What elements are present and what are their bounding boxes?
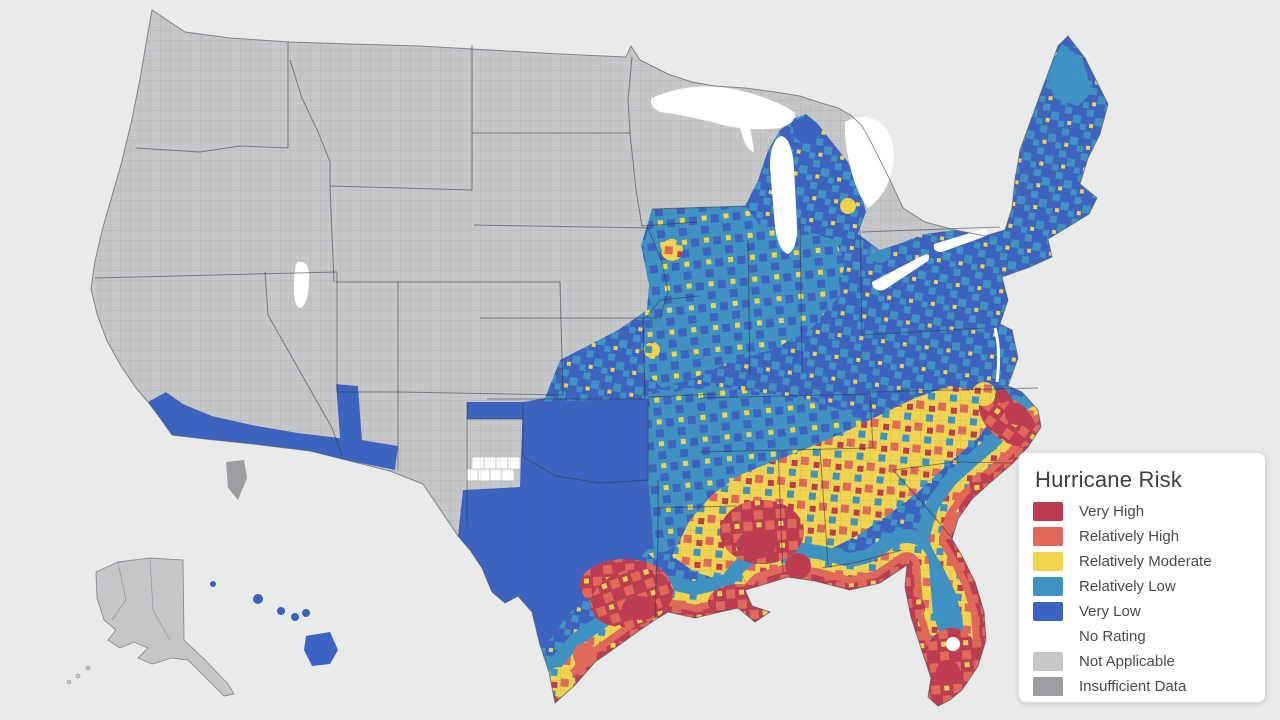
legend-panel: Hurricane Risk Very High Relatively High… (1018, 452, 1266, 703)
lake-erie (872, 254, 930, 291)
green-bay (736, 108, 754, 152)
legend-item-relatively-high: Relatively High (1033, 527, 1253, 546)
lake-okeechobee (946, 637, 960, 651)
legend-swatch-relatively-high (1033, 527, 1063, 546)
legend-item-very-low: Very Low (1033, 602, 1253, 621)
lake-huron (844, 116, 894, 208)
hawaii (210, 581, 338, 666)
legend-item-very-high: Very High (1033, 502, 1253, 521)
alaska (66, 557, 235, 697)
legend-swatch-very-low (1033, 602, 1063, 621)
legend-swatch-not-applicable (1033, 652, 1063, 671)
legend-item-label: Very High (1079, 503, 1145, 520)
legend-item-label: Not Applicable (1079, 653, 1175, 670)
legend-item-label: Insufficient Data (1079, 678, 1187, 695)
legend-item-relatively-moderate: Relatively Moderate (1033, 552, 1253, 571)
legend-item-relatively-low: Relatively Low (1033, 577, 1253, 596)
legend-swatch-relatively-low (1033, 577, 1063, 596)
lake-ontario (933, 229, 988, 252)
legend-item-label: Relatively Low (1079, 578, 1176, 595)
legend-swatch-insufficient-data (1033, 677, 1063, 696)
legend-swatch-very-high (1033, 502, 1063, 521)
legend-item-not-applicable: Not Applicable (1033, 652, 1253, 671)
legend-swatch-relatively-moderate (1033, 552, 1063, 571)
lake-michigan (770, 136, 798, 254)
chesapeake-bay (993, 327, 1001, 383)
insufficient-data-county (226, 460, 247, 500)
legend-item-no-rating: No Rating (1033, 627, 1253, 646)
county-grid-overlay (91, 10, 1108, 706)
lake-superior (651, 86, 795, 130)
legend-item-label: Very Low (1079, 603, 1141, 620)
state-borders (94, 42, 1056, 619)
legend-item-label: No Rating (1079, 628, 1146, 645)
legend-item-insufficient-data: Insufficient Data (1033, 677, 1253, 696)
conus-outline (90, 9, 1109, 707)
legend-item-label: Relatively High (1079, 528, 1180, 545)
legend-title: Hurricane Risk (1035, 467, 1183, 492)
legend-item-label: Relatively Moderate (1079, 553, 1212, 570)
water-bodies (293, 86, 1001, 651)
legend-swatch-no-rating (1033, 627, 1063, 646)
